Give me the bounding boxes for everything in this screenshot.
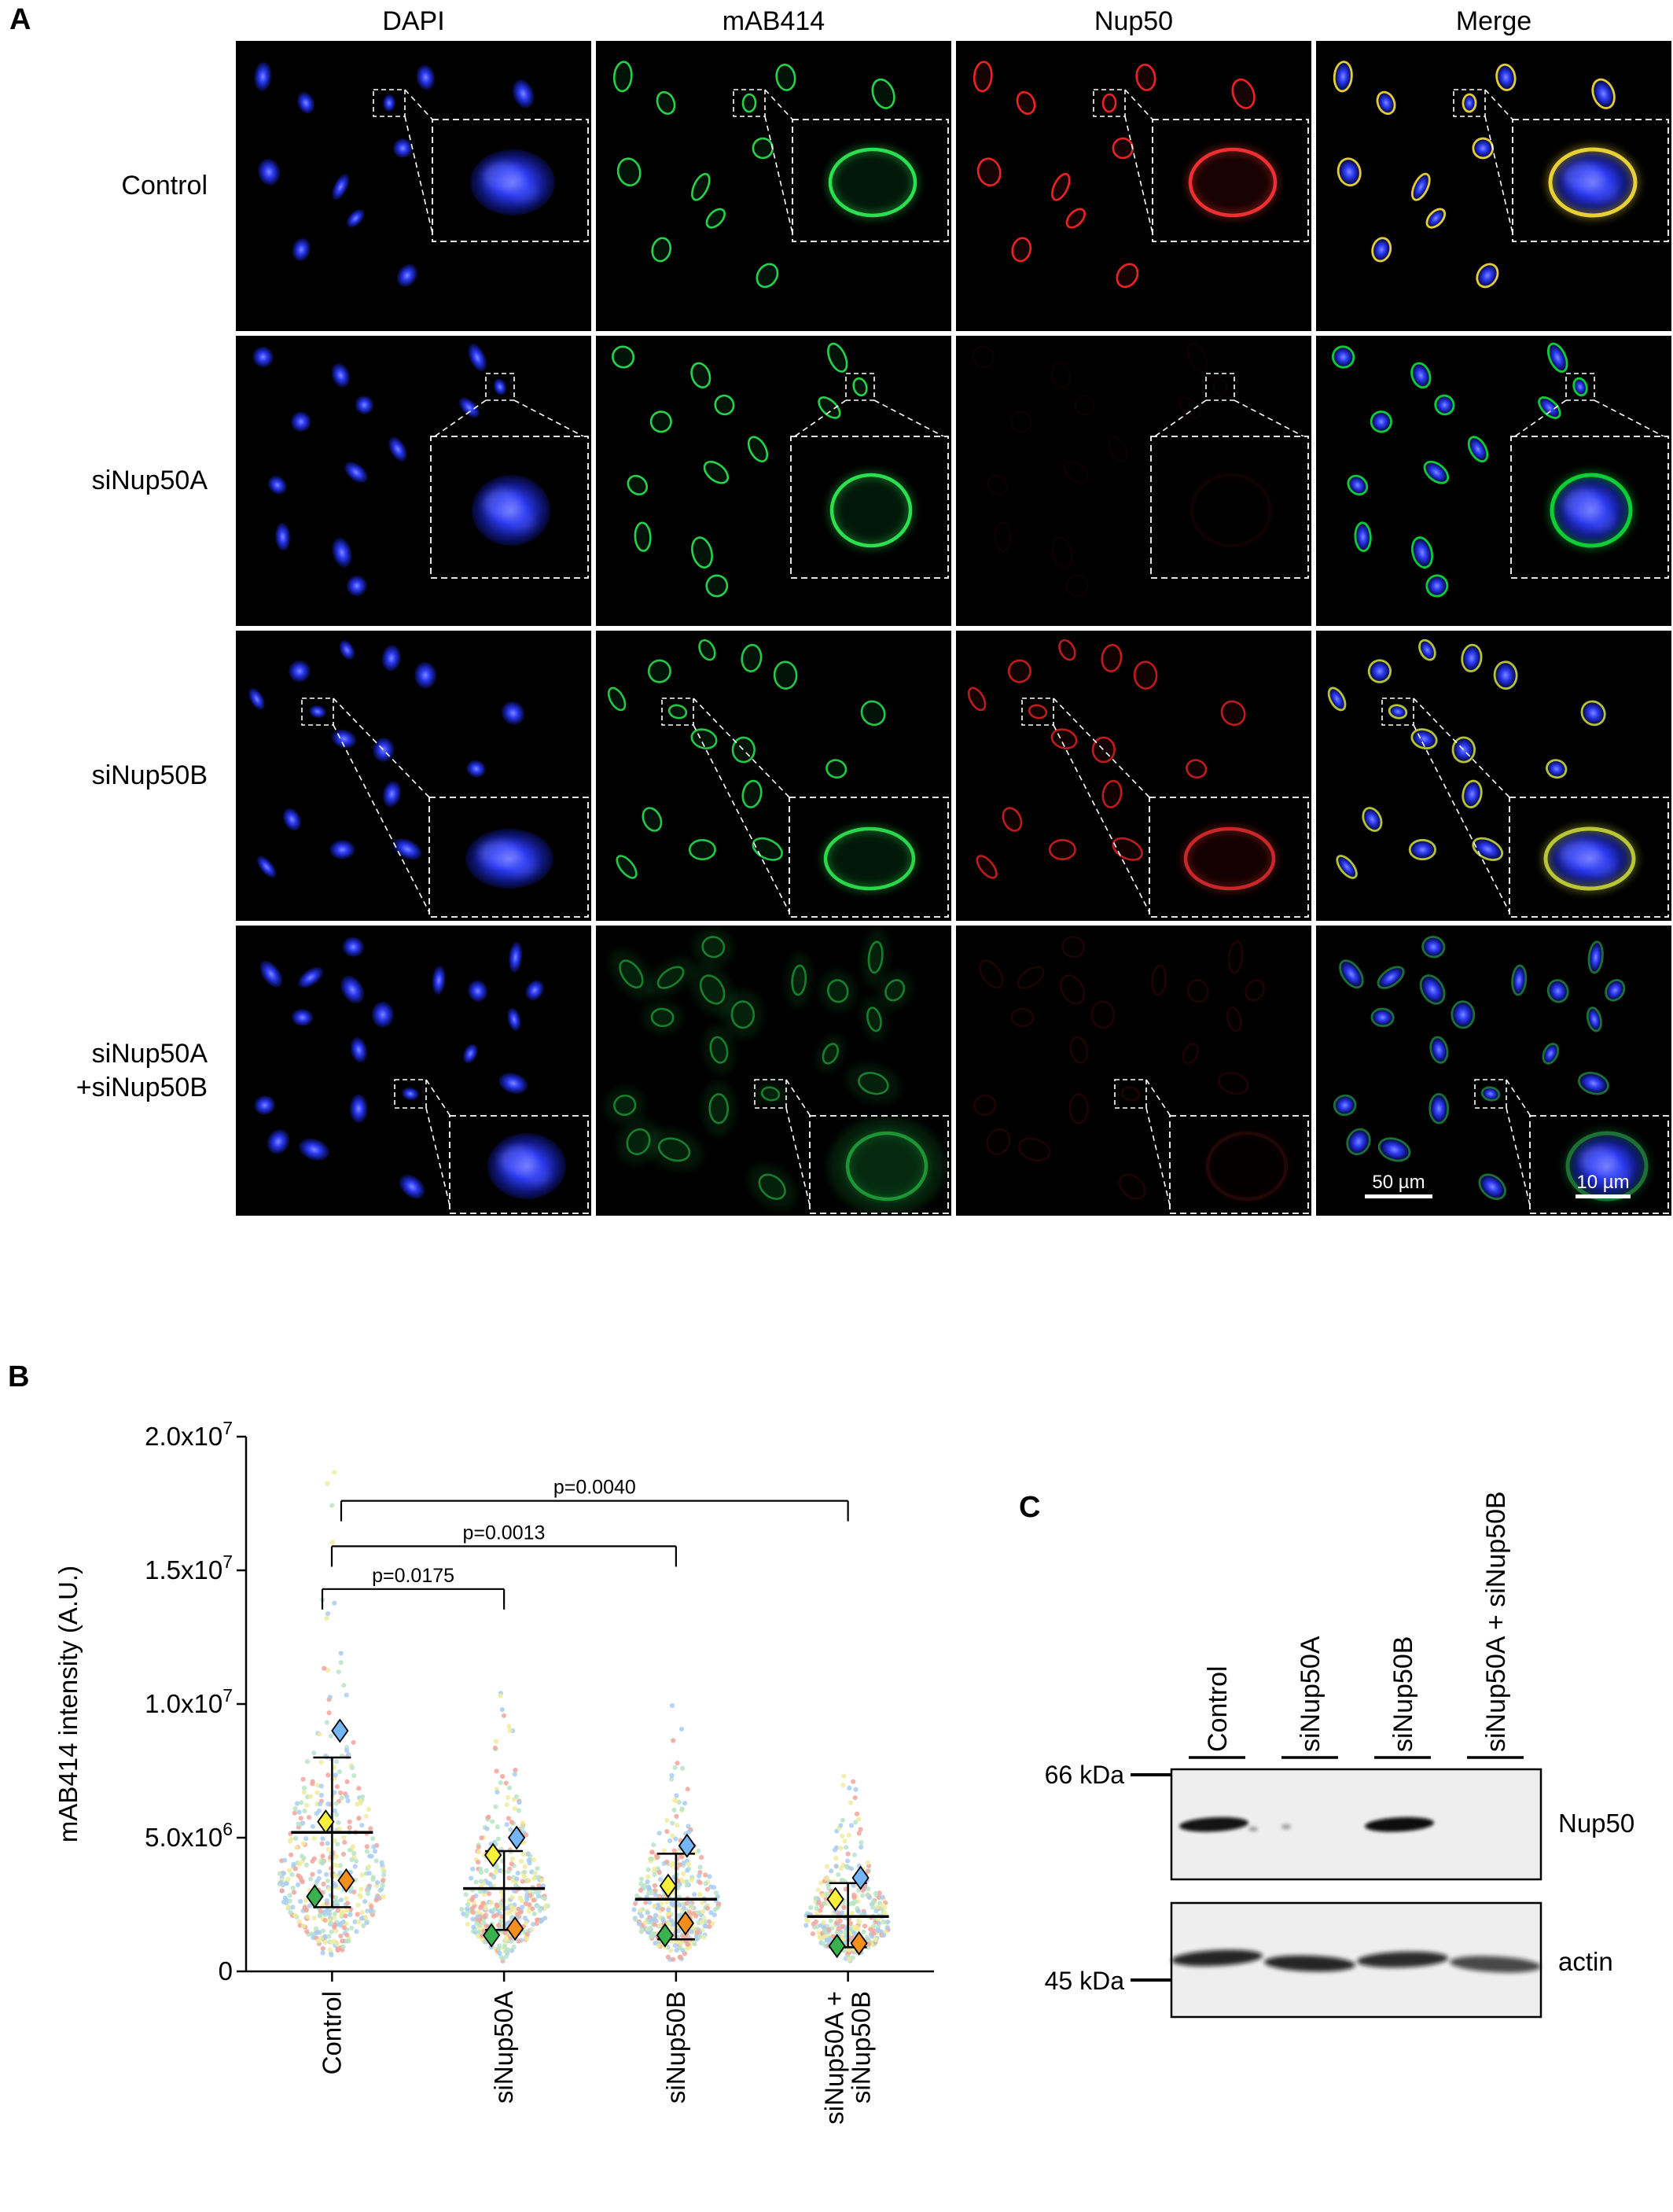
micrograph-sinup50a-merge	[1316, 336, 1671, 626]
column-header-dapi: DAPI	[382, 6, 445, 36]
row-label-sinup50a-sinup50b: siNup50A +siNup50B	[75, 1039, 208, 1102]
svg-text:actin: actin	[1558, 1947, 1613, 1976]
svg-text:siNup50B: siNup50B	[1388, 1636, 1418, 1752]
svg-text:siNup50B: siNup50B	[847, 1991, 876, 2103]
micrograph-control-merge	[1316, 41, 1671, 331]
micrograph-sinup50ab-nup50	[956, 926, 1311, 1216]
micrograph-sinup50ab-merge: 50 µm 10 µm	[1316, 926, 1671, 1216]
svg-text:0: 0	[219, 1956, 233, 1986]
svg-text:45 kDa: 45 kDa	[1045, 1967, 1125, 1995]
panel-b-label: B	[8, 1360, 30, 1393]
svg-text:66 kDa: 66 kDa	[1045, 1761, 1125, 1789]
panel-c-label: C	[1019, 1491, 1041, 1524]
micrograph-sinup50b-merge	[1316, 631, 1671, 921]
svg-text:siNup50A: siNup50A	[1296, 1636, 1326, 1752]
column-header-merge: Merge	[1455, 6, 1532, 36]
svg-text:Control: Control	[317, 1991, 346, 2074]
intensity-scatter-chart: 0 5.0x106 1.0x107 1.5x107 2.0x107 mAB414 inte…	[53, 1418, 934, 2125]
row-label-control: Control	[121, 171, 208, 201]
micrograph-sinup50ab-mab414	[596, 926, 951, 1216]
column-header-mab414: mAB414	[722, 6, 825, 36]
row-label-sinup50a: siNup50A	[91, 466, 208, 496]
svg-text:mAB414 intensity (A.U.): mAB414 intensity (A.U.)	[53, 1566, 83, 1842]
svg-text:10 µm: 10 µm	[1576, 1172, 1629, 1193]
column-header-nup50: Nup50	[1094, 6, 1174, 36]
svg-text:2.0x107: 2.0x107	[145, 1418, 233, 1451]
micrograph-sinup50b-dapi	[236, 631, 591, 921]
micrograph-sinup50a-mab414	[596, 336, 951, 626]
svg-text:p=0.0175: p=0.0175	[372, 1565, 454, 1587]
micrograph-control-mab414	[596, 41, 951, 331]
svg-text:siNup50A: siNup50A	[489, 1991, 518, 2103]
micrograph-sinup50b-nup50	[956, 631, 1311, 921]
svg-text:1.0x107: 1.0x107	[145, 1685, 233, 1718]
svg-text:siNup50A + siNup50B: siNup50A + siNup50B	[1481, 1491, 1511, 1752]
svg-text:siNup50A +: siNup50A +	[820, 1991, 849, 2125]
svg-text:50 µm: 50 µm	[1372, 1172, 1425, 1193]
svg-text:5.0x106: 5.0x106	[145, 1819, 233, 1852]
micrograph-sinup50b-mab414	[596, 631, 951, 921]
svg-text:Control: Control	[1203, 1665, 1233, 1752]
micrograph-grid: 50 µm 10 µm	[236, 41, 1671, 1216]
micrograph-control-dapi	[236, 41, 591, 331]
svg-text:1.5x107: 1.5x107	[145, 1551, 233, 1584]
svg-text:siNup50B: siNup50B	[661, 1991, 690, 2103]
panel-a-label: A	[9, 3, 31, 36]
svg-text:p=0.0040: p=0.0040	[553, 1477, 636, 1499]
micrograph-control-nup50	[956, 41, 1311, 331]
western-blot: Control siNup50A siNup50B siNup50A + siNup5…	[1045, 1491, 1634, 2019]
micrograph-sinup50ab-dapi	[236, 926, 591, 1216]
micrograph-sinup50a-dapi	[236, 336, 591, 626]
row-label-sinup50b: siNup50B	[91, 760, 208, 791]
micrograph-sinup50a-nup50	[956, 336, 1311, 626]
svg-text:Nup50: Nup50	[1558, 1809, 1634, 1838]
svg-text:p=0.0013: p=0.0013	[462, 1522, 545, 1544]
